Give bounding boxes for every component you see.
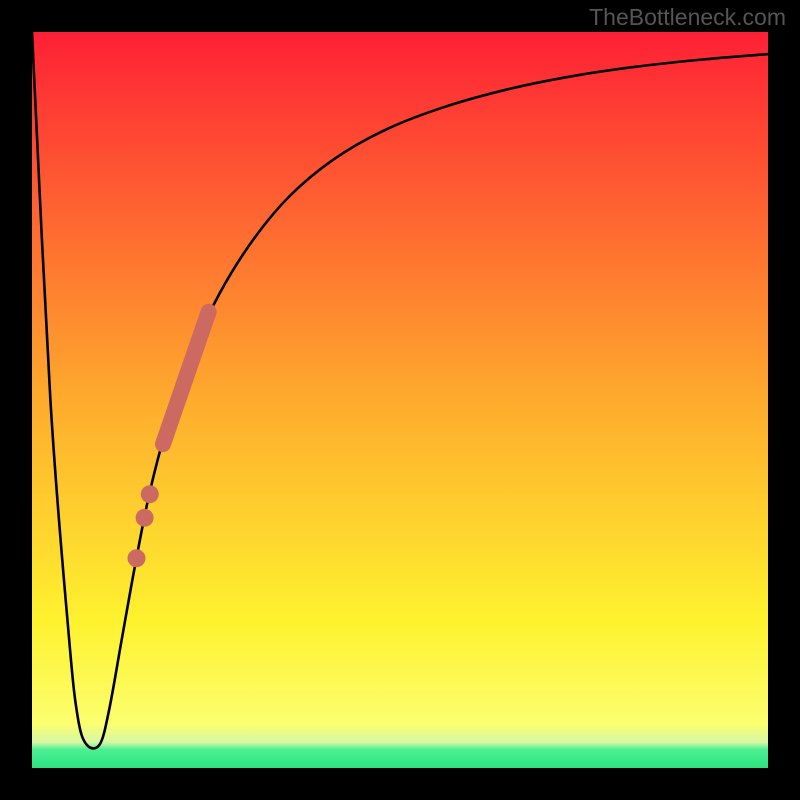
plot-background-gradient (32, 32, 768, 768)
highlight-dot (128, 549, 146, 567)
highlight-dot (141, 485, 159, 503)
highlight-dot (136, 509, 154, 527)
chart-container: TheBottleneck.com (0, 0, 800, 800)
bottleneck-chart (0, 0, 800, 800)
watermark-text: TheBottleneck.com (589, 4, 786, 31)
